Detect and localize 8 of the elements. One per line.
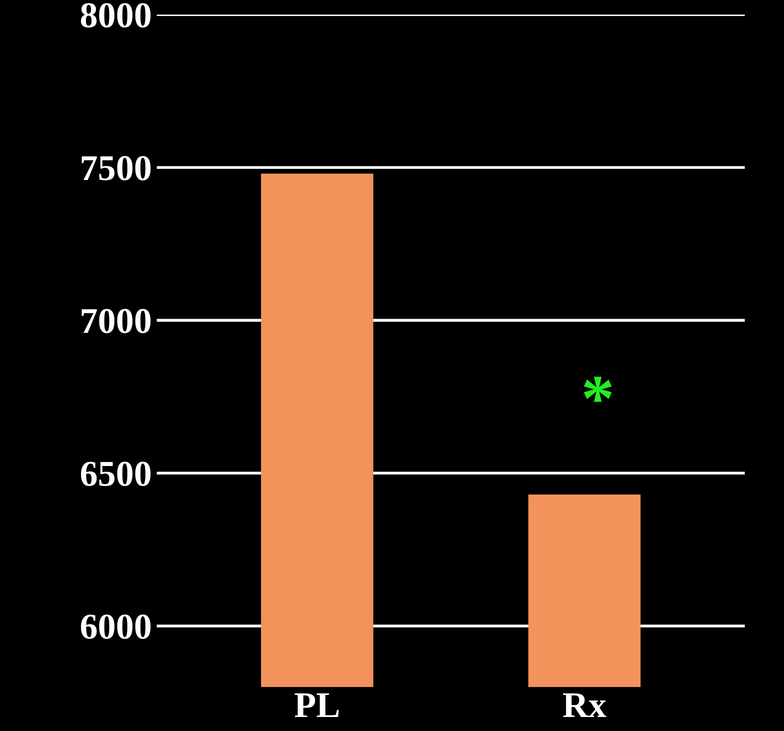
y-tick-label: 8000 — [80, 3, 151, 28]
y-tick-label: 7500 — [82, 156, 151, 180]
x-tick-label: Rx — [562, 693, 606, 718]
y-tick-label: 6500 — [80, 462, 151, 486]
y-tick-label: 6000 — [80, 614, 151, 639]
x-tick-label: PL — [294, 693, 339, 718]
y-tick-label: 7000 — [82, 308, 151, 334]
annotation: * — [584, 376, 612, 402]
